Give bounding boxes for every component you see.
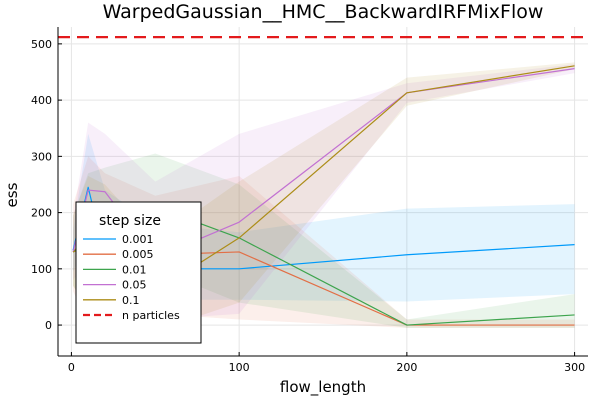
- legend-label-0.01: 0.01: [122, 263, 147, 276]
- legend-entries: 0.001 0.005 0.01 0.05 0.1 n particles: [83, 233, 180, 322]
- legend-label-0.1: 0.1: [122, 294, 140, 307]
- legend-box: [75, 201, 202, 344]
- x-tick-label: 200: [396, 361, 417, 374]
- x-tick-label: 100: [229, 361, 250, 374]
- x-tick-label: 0: [68, 361, 75, 374]
- y-tick-label: 200: [31, 207, 52, 220]
- legend-label-0.05: 0.05: [122, 279, 147, 292]
- legend-label-0.005: 0.005: [122, 248, 154, 261]
- axis-layer: 0 100 200 300 0 100 200 300 400 500: [31, 27, 588, 374]
- grid-layer: [58, 27, 588, 356]
- legend-label-n-particles: n particles: [122, 309, 180, 322]
- y-tick-label: 300: [31, 150, 52, 163]
- y-tick-label: 0: [45, 319, 52, 332]
- x-axis-label: flow_length: [280, 378, 366, 397]
- legend-title: step size: [99, 213, 161, 229]
- y-tick-label: 500: [31, 38, 52, 51]
- y-tick-label: 100: [31, 263, 52, 276]
- x-tick-label: 300: [564, 361, 585, 374]
- legend: step size 0.001 0.005 0.01 0.05 0.1 n particl…: [75, 201, 202, 344]
- y-axis-label: ess: [3, 182, 21, 207]
- legend-label-0.001: 0.001: [122, 233, 154, 246]
- chart-title: WarpedGaussian__HMC__BackwardIRFMixFlow: [103, 1, 544, 23]
- y-tick-label: 400: [31, 94, 52, 107]
